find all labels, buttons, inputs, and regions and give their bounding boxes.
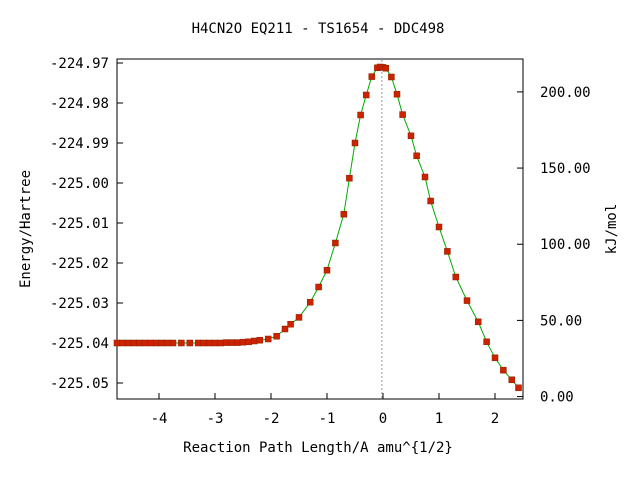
data-point bbox=[245, 338, 252, 346]
x-tick-label: -4 bbox=[151, 411, 168, 427]
data-point bbox=[200, 339, 208, 347]
x-tick-label: 2 bbox=[491, 411, 499, 427]
data-point bbox=[130, 339, 138, 347]
y-tick-label: -225.00 bbox=[50, 176, 109, 192]
y-tick-label: -224.99 bbox=[50, 136, 109, 152]
data-point bbox=[306, 298, 314, 306]
data-point bbox=[178, 339, 185, 347]
data-point bbox=[239, 338, 247, 346]
x-tick-label: 0 bbox=[379, 411, 387, 427]
data-point bbox=[164, 339, 171, 347]
y-tick-label: -225.02 bbox=[50, 256, 109, 272]
y-tick-label: -225.04 bbox=[50, 336, 109, 352]
y-tick-label: -225.03 bbox=[50, 296, 109, 312]
y2-tick-label: 50.00 bbox=[540, 313, 582, 329]
data-point bbox=[228, 339, 236, 346]
data-point bbox=[113, 339, 121, 347]
y-axis-left: -224.97 -224.98 -224.99 -225.00 -225.01 -225.… bbox=[50, 56, 123, 392]
data-point bbox=[315, 283, 322, 291]
x-tick-label: -1 bbox=[319, 411, 336, 427]
data-point bbox=[211, 339, 219, 347]
data-point bbox=[147, 339, 154, 347]
data-point bbox=[491, 354, 499, 362]
y-tick-label: -224.97 bbox=[50, 56, 109, 72]
data-point bbox=[483, 338, 490, 346]
data-point bbox=[332, 239, 339, 247]
data-point bbox=[264, 335, 272, 343]
chart-title: H4CN2O EQ211 - TS1654 - DDC498 bbox=[192, 21, 445, 37]
y-tick-label: -225.01 bbox=[50, 216, 109, 232]
data-point bbox=[152, 339, 160, 347]
data-point bbox=[234, 339, 241, 346]
data-point bbox=[407, 132, 415, 140]
series-layer bbox=[113, 63, 522, 392]
data-point bbox=[463, 297, 471, 304]
data-point bbox=[452, 273, 460, 281]
data-point bbox=[256, 336, 264, 344]
data-point bbox=[351, 139, 359, 147]
data-point bbox=[399, 111, 406, 118]
plot-frame bbox=[116, 58, 524, 400]
data-point bbox=[413, 152, 420, 160]
y-axis-label: Energy/Hartree bbox=[18, 170, 34, 288]
data-point bbox=[323, 266, 331, 274]
data-point bbox=[368, 73, 376, 80]
data-point bbox=[340, 210, 348, 218]
y2-tick-label: 150.00 bbox=[540, 161, 591, 177]
data-point bbox=[382, 64, 390, 72]
data-point bbox=[206, 339, 213, 347]
data-point bbox=[427, 197, 434, 205]
y-axis-right: 0.00 50.00 100.00 150.00 200.00 bbox=[517, 85, 591, 406]
y2-tick-label: 200.00 bbox=[540, 85, 591, 101]
data-point bbox=[287, 320, 294, 328]
x-axis: -4 -3 -2 -1 0 1 2 bbox=[151, 393, 499, 427]
y2-tick-label: 100.00 bbox=[540, 237, 591, 253]
x-axis-label: Reaction Path Length/A amu^{1/2} bbox=[183, 440, 453, 456]
data-point bbox=[217, 339, 224, 347]
data-point bbox=[474, 318, 482, 326]
data-point bbox=[119, 339, 126, 347]
data-point bbox=[222, 339, 230, 346]
y2-tick-label: 0.00 bbox=[540, 390, 574, 406]
data-point bbox=[444, 248, 451, 255]
data-point bbox=[141, 339, 149, 347]
data-point bbox=[124, 339, 132, 347]
data-point bbox=[515, 384, 522, 392]
data-point bbox=[158, 339, 166, 347]
y-tick-label: -225.05 bbox=[50, 376, 109, 392]
energy-profile-line bbox=[117, 66, 519, 389]
data-point bbox=[421, 173, 429, 181]
data-point bbox=[186, 339, 194, 347]
data-point bbox=[393, 90, 401, 98]
x-tick-label: -2 bbox=[263, 411, 280, 427]
data-point bbox=[357, 111, 364, 119]
data-point bbox=[508, 376, 516, 384]
data-point bbox=[346, 174, 353, 182]
data-point bbox=[500, 366, 507, 374]
data-point bbox=[273, 332, 280, 340]
y-tick-label: -224.98 bbox=[50, 96, 109, 112]
data-point bbox=[435, 223, 443, 231]
x-tick-label: -3 bbox=[207, 411, 224, 427]
data-point bbox=[295, 314, 303, 321]
data-point bbox=[250, 337, 258, 345]
data-point bbox=[194, 339, 202, 347]
x-tick-label: 1 bbox=[435, 411, 443, 427]
data-point bbox=[169, 339, 177, 347]
data-point bbox=[388, 73, 395, 81]
data-point bbox=[136, 339, 143, 347]
data-point bbox=[362, 91, 370, 99]
data-point bbox=[281, 325, 289, 333]
y2-axis-label: kJ/mol bbox=[604, 204, 620, 255]
